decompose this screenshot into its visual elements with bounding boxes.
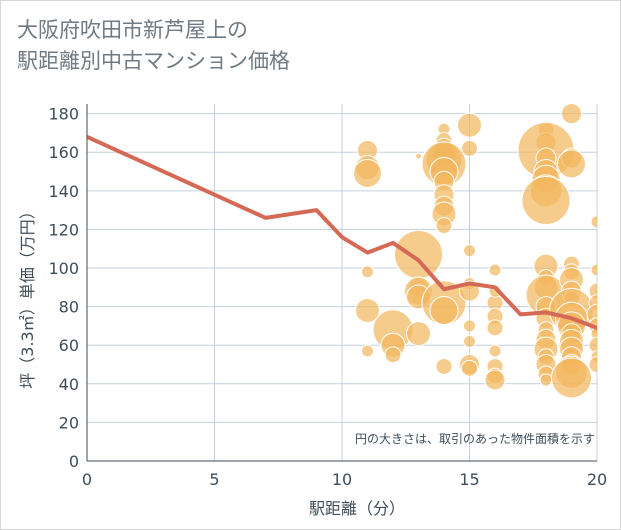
- bubble-point: [461, 139, 478, 157]
- chart-title-line-2: 駅距離別中古マンション価格: [17, 49, 290, 73]
- bubble-point: [590, 263, 597, 277]
- x-tick-labels: 0 5 10 15 20: [82, 470, 607, 489]
- bubble-point: [435, 217, 453, 235]
- y-tick-label: 180: [48, 105, 79, 124]
- bubble-point: [457, 112, 482, 138]
- y-axis-title: 坪（3.3㎡）単価（万円）: [18, 203, 37, 388]
- bubble-point: [353, 158, 382, 188]
- y-tick-label: 100: [48, 259, 79, 278]
- y-tick-label: 120: [48, 220, 79, 239]
- x-tick-label: 5: [209, 470, 219, 489]
- bubble-point: [429, 295, 459, 325]
- bubble-point: [406, 321, 431, 347]
- y-tick-label: 160: [48, 143, 79, 162]
- bubble-point: [561, 104, 582, 125]
- x-tick-label: 15: [459, 470, 479, 489]
- bubble-point: [551, 357, 592, 399]
- bubble-point: [590, 327, 597, 341]
- chart-title-line-1: 大阪府吹田市新芦屋上の: [17, 18, 248, 42]
- bubble-point: [384, 346, 402, 364]
- bubble-point: [590, 215, 597, 229]
- y-tick-label: 60: [59, 336, 79, 355]
- x-tick-label: 0: [82, 470, 92, 489]
- y-tick-label: 40: [59, 375, 79, 394]
- bubble-point: [488, 263, 502, 277]
- bubble-point: [461, 359, 478, 377]
- y-tick-label: 140: [48, 182, 79, 201]
- bubble-point: [539, 373, 553, 387]
- bubble-point: [588, 356, 597, 374]
- average-price-line: [87, 134, 597, 330]
- y-tick-label: 20: [59, 413, 79, 432]
- bubble-point: [355, 297, 380, 323]
- trend-layer: [87, 134, 597, 330]
- bubble-point: [486, 319, 504, 337]
- bubble-point: [484, 369, 506, 391]
- bubble-point: [588, 336, 597, 354]
- bubble-point: [521, 175, 571, 225]
- bubble-point: [361, 265, 374, 279]
- bubble-point: [463, 334, 476, 348]
- bubble-point: [463, 244, 476, 258]
- bubble-size-note: 円の大きさは、取引のあった物件面積を示す: [355, 431, 595, 446]
- y-tick-labels: 0 20 40 60 80 100 120 140 160 180: [48, 105, 79, 471]
- bubble-point: [435, 357, 453, 375]
- bubble-point: [557, 149, 586, 179]
- y-tick-label: 80: [59, 298, 79, 317]
- y-tick-label: 0: [69, 452, 79, 471]
- bubble-layer: [353, 104, 597, 399]
- chart-title: 大阪府吹田市新芦屋上の 駅距離別中古マンション価格: [17, 15, 290, 77]
- axes: [86, 104, 597, 462]
- bubble-point: [361, 344, 374, 358]
- bubble-point: [394, 230, 443, 280]
- bubble-point: [463, 319, 476, 333]
- bubble-point: [488, 344, 502, 358]
- x-tick-label: 20: [587, 470, 607, 489]
- bubble-point: [415, 152, 422, 160]
- x-tick-label: 10: [332, 470, 352, 489]
- x-axis-title: 駅距離（分）: [309, 499, 405, 518]
